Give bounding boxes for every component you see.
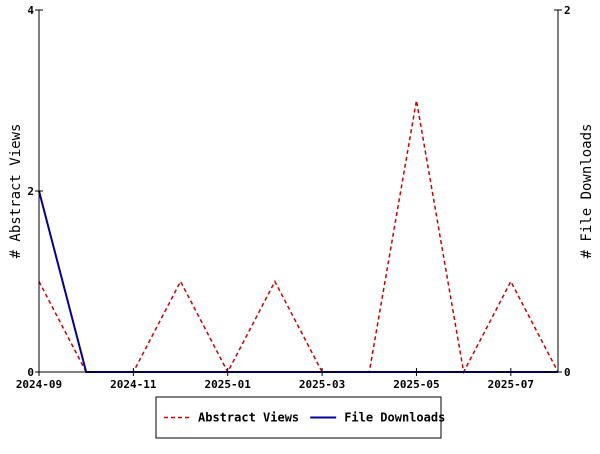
series-line-1 bbox=[38, 100, 559, 375]
y2-tick-label: 2 bbox=[564, 4, 571, 17]
y-tick-label: 0 bbox=[27, 366, 34, 379]
x-tick-label: 2025-05 bbox=[393, 378, 439, 391]
y-tick-label: 4 bbox=[27, 4, 34, 17]
y-tick-label: 2 bbox=[27, 185, 34, 198]
plot-layer bbox=[38, 100, 559, 375]
x-tick-label: 2025-07 bbox=[488, 378, 534, 391]
x-tick-label: 2024-09 bbox=[16, 378, 62, 391]
legend: Abstract Views File Downloads bbox=[155, 396, 445, 439]
y-axis-title: # Abstract Views bbox=[8, 124, 24, 259]
legend-box bbox=[155, 396, 442, 439]
x-tick-label: 2025-03 bbox=[299, 378, 345, 391]
legend-label-1: Abstract Views bbox=[198, 411, 299, 425]
y2-axis-title: # File Downloads bbox=[579, 124, 595, 259]
legend-label-2: File Downloads bbox=[344, 411, 445, 425]
series-line-2 bbox=[38, 190, 558, 373]
x-tick-label: 2024-11 bbox=[110, 378, 157, 391]
x-tick-label: 2025-01 bbox=[205, 378, 252, 391]
axis-layer: 0 2 4 0 2 2024-09 2024-11 2025-01 2025-03 2025-05… bbox=[8, 4, 595, 391]
y2-tick-label: 0 bbox=[564, 366, 571, 379]
